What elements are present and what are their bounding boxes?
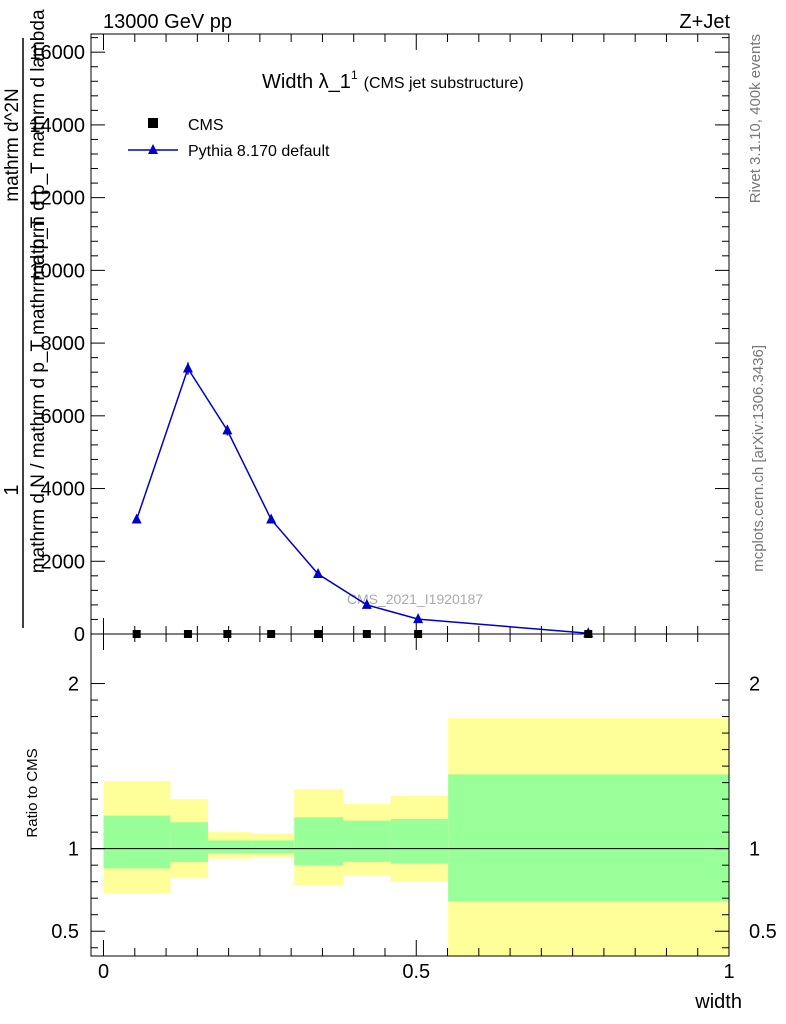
ratio-plot-frame: [90, 633, 730, 957]
main-x-axis: [103, 34, 730, 634]
main-ytick-label: 14000: [29, 115, 85, 137]
ratio-x-axis: 0 0.5 1: [98, 634, 735, 983]
main-ytick-label: 4000: [41, 479, 86, 501]
main-ylabel-denominator2: mathrm d p_T mathrm d lambda: [28, 9, 49, 280]
legend-cms-marker: [148, 118, 158, 128]
legend-cms-label: CMS: [188, 117, 224, 134]
mcplots-label: mcplots.cern.ch [arXiv:1306.3436]: [750, 345, 767, 572]
main-plot-frame: [90, 33, 730, 635]
main-ylabel-denominator: mathrm d N / mathrm d p_T mathrm d p_T: [28, 216, 49, 573]
header-right: Z+Jet: [679, 11, 730, 33]
ratio-green-band: [343, 820, 391, 862]
ratio-green-band: [170, 822, 208, 862]
ratio-green-band: [251, 840, 295, 854]
ratio-xtick-label: 0.5: [402, 961, 430, 983]
main-ylabel: 1 mathrm d N / mathrm d p_T mathrm d p_T…: [1, 9, 49, 628]
pythia-point: [266, 513, 277, 524]
rivet-label: Rivet 3.1.10, 400k events: [747, 34, 764, 203]
ratio-ytick-label: 1: [68, 839, 79, 861]
ratio-ytick-label-right: 0.5: [749, 921, 777, 943]
main-ytick-label: 6000: [41, 406, 86, 428]
main-ytick-label: 2000: [41, 551, 86, 573]
ratio-green-band: [103, 815, 171, 869]
main-ylabel-numerator2: mathrm d^2N: [2, 88, 23, 201]
pythia-point: [313, 568, 324, 578]
ratio-ylabel: Ratio to CMS: [24, 748, 41, 837]
main-ylabel-numerator: 1: [1, 484, 23, 495]
chart-title: Width λ_11 (CMS jet substructure): [262, 68, 524, 93]
ratio-xtick-label: 1: [723, 961, 734, 983]
ratio-green-band: [448, 774, 729, 902]
pythia-series-line: [135, 366, 589, 635]
main-ytick-label: 16000: [29, 42, 85, 64]
title-superscript: 1: [351, 68, 358, 82]
pythia-point: [222, 424, 233, 435]
ratio-bands-layer: [103, 718, 729, 956]
main-ytick-label: 12000: [29, 188, 85, 210]
legend-pythia-marker: [148, 144, 158, 154]
pythia-point: [413, 613, 424, 624]
analysis-watermark: CMS_2021_I1920187: [347, 591, 483, 607]
main-y-axis: 0 2000 4000 6000 8000 10000 12000 14000 16000: [29, 37, 729, 646]
header-left: 13000 GeV pp: [103, 11, 232, 33]
main-ytick-label: 0: [74, 624, 85, 646]
pythia-point: [361, 598, 372, 609]
ratio-ytick-label: 0.5: [51, 921, 79, 943]
ratio-xtick-label: 0: [98, 961, 109, 983]
main-ytick-label: 10000: [29, 260, 85, 282]
title-text: Width λ_11 (CMS jet substructure): [262, 68, 524, 93]
title-main: Width λ_1: [262, 71, 351, 93]
ratio-green-band: [207, 840, 252, 854]
ratio-ytick-label-right: 1: [749, 839, 760, 861]
legend: CMS Pythia 8.170 default: [128, 117, 330, 160]
pythia-point: [131, 513, 142, 524]
pythia-point: [182, 362, 193, 373]
ratio-green-band: [390, 818, 449, 864]
ratio-ytick-label-right: 2: [749, 674, 760, 696]
main-ytick-label: 8000: [41, 333, 86, 355]
ratio-ytick-label: 2: [68, 674, 79, 696]
ratio-green-band: [294, 817, 344, 866]
x-axis-label: width: [694, 991, 742, 1013]
legend-pythia-label: Pythia 8.170 default: [188, 143, 330, 160]
title-subtitle: (CMS jet substructure): [364, 75, 524, 92]
